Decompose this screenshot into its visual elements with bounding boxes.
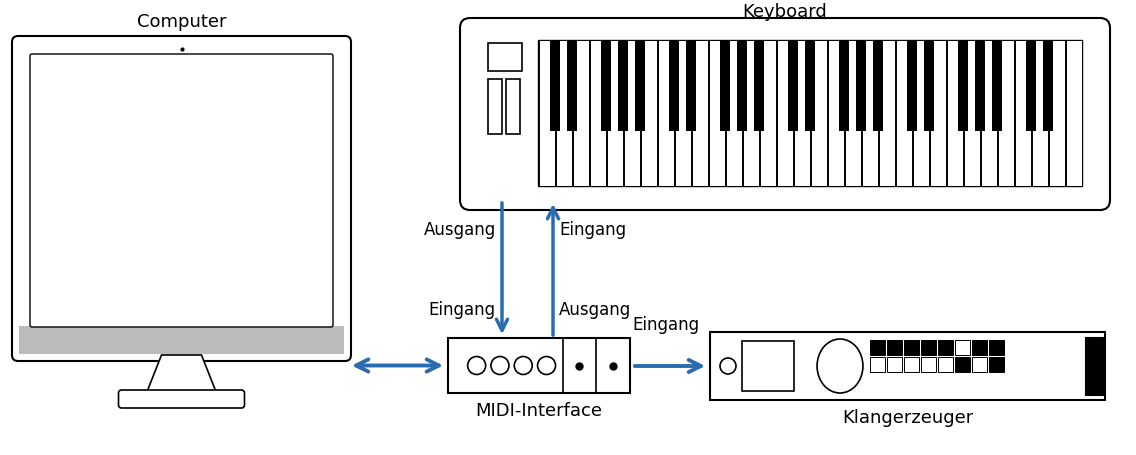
Bar [538, 40, 554, 186]
Bar [556, 40, 571, 186]
Bar [754, 40, 763, 131]
Circle shape [720, 358, 736, 374]
Circle shape [468, 357, 486, 374]
Bar [1031, 40, 1047, 186]
Bar [19, 326, 344, 354]
Bar [992, 40, 1002, 131]
Bar [938, 340, 953, 355]
Text: Keyboard: Keyboard [743, 3, 827, 21]
Bar [686, 40, 696, 131]
Ellipse shape [817, 339, 863, 393]
Bar [924, 40, 934, 131]
Bar [777, 40, 793, 186]
Bar [997, 40, 1013, 186]
Bar [488, 79, 502, 134]
Bar [635, 40, 645, 131]
Bar [810, 40, 827, 186]
Bar [874, 40, 883, 131]
Text: Klangerzeuger: Klangerzeuger [842, 409, 974, 427]
Bar [955, 357, 970, 372]
Bar [1043, 40, 1053, 131]
Bar [904, 357, 919, 372]
Bar [975, 40, 985, 131]
Text: Ausgang: Ausgang [424, 221, 496, 239]
Bar [938, 357, 953, 372]
Bar [448, 338, 630, 393]
Bar [692, 40, 708, 186]
Bar [805, 40, 815, 131]
Bar [870, 357, 885, 372]
Bar [980, 40, 996, 186]
Bar [538, 40, 1081, 186]
Bar [1014, 40, 1030, 186]
Bar [607, 40, 623, 186]
Bar [658, 40, 674, 186]
FancyBboxPatch shape [12, 36, 351, 361]
Bar [743, 40, 759, 186]
Bar [669, 40, 679, 131]
Bar [929, 40, 945, 186]
Bar [912, 40, 928, 186]
Bar [567, 40, 577, 131]
Bar [895, 40, 911, 186]
Bar [955, 340, 970, 355]
Bar [601, 40, 611, 131]
Bar [618, 40, 628, 131]
Bar [641, 40, 657, 186]
Bar [550, 40, 560, 131]
Bar [861, 40, 877, 186]
Bar [709, 40, 725, 186]
Bar [624, 40, 640, 186]
Bar [878, 40, 894, 186]
Bar [720, 40, 730, 131]
Bar [907, 40, 917, 131]
Bar [737, 40, 747, 131]
Circle shape [491, 357, 509, 374]
FancyBboxPatch shape [30, 54, 333, 327]
Polygon shape [147, 355, 217, 393]
Bar [887, 340, 902, 355]
Bar [870, 340, 885, 355]
Bar [742, 341, 794, 391]
Text: Eingang: Eingang [633, 316, 700, 334]
Bar [1049, 40, 1064, 186]
Bar [989, 357, 1004, 372]
Bar [488, 43, 523, 71]
FancyBboxPatch shape [460, 18, 1110, 210]
Bar [921, 357, 936, 372]
Bar [1066, 40, 1081, 186]
Bar [989, 340, 1004, 355]
Bar [972, 340, 987, 355]
Text: Eingang: Eingang [559, 221, 626, 239]
Bar [506, 79, 520, 134]
Bar [840, 40, 849, 131]
Bar [958, 40, 968, 131]
Bar [794, 40, 810, 186]
Bar [963, 40, 979, 186]
Bar [1026, 40, 1036, 131]
Text: MIDI-Interface: MIDI-Interface [476, 402, 602, 420]
Bar [760, 40, 776, 186]
Bar [1085, 337, 1103, 395]
Bar [590, 40, 605, 186]
Bar [675, 40, 691, 186]
Bar [972, 357, 987, 372]
Bar [887, 357, 902, 372]
Bar [857, 40, 866, 131]
Bar [710, 332, 1105, 400]
Bar [827, 40, 844, 186]
Circle shape [515, 357, 533, 374]
Text: Ausgang: Ausgang [559, 301, 632, 319]
Bar [573, 40, 588, 186]
Text: Eingang: Eingang [429, 301, 496, 319]
Bar [921, 340, 936, 355]
Bar [844, 40, 860, 186]
Text: Computer: Computer [136, 13, 226, 31]
Bar [726, 40, 742, 186]
Bar [788, 40, 797, 131]
Bar [946, 40, 962, 186]
FancyBboxPatch shape [118, 390, 244, 408]
Circle shape [537, 357, 556, 374]
Bar [904, 340, 919, 355]
